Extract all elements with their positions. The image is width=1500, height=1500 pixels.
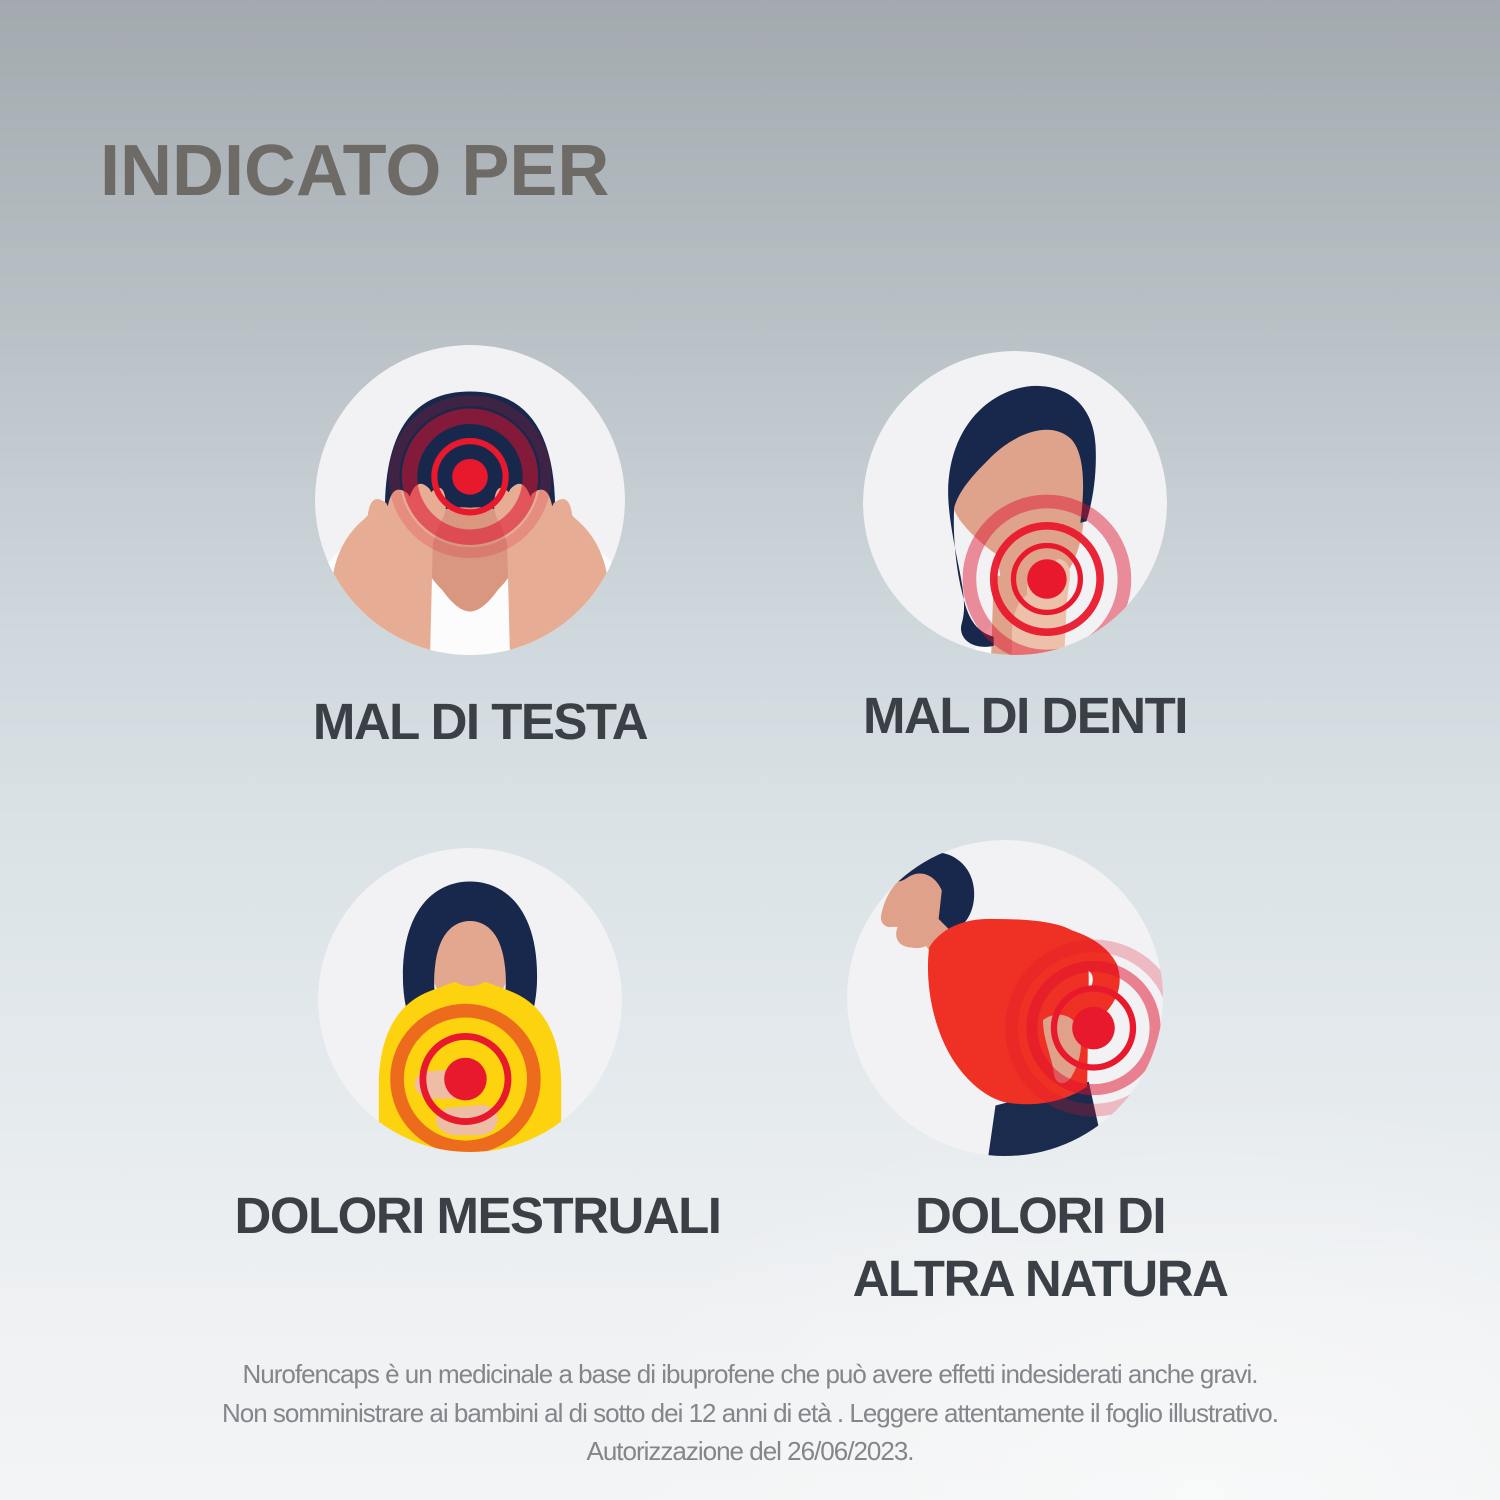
headache-person-icon (315, 345, 625, 655)
disclaimer-line-3: Autorizzazione del 26/06/2023. (586, 1436, 914, 1466)
pain-target-icon (962, 494, 1132, 655)
disclaimer-line-2: Non somministrare ai bambini al di sotto… (222, 1397, 1279, 1428)
toothache-woman-icon (863, 351, 1167, 655)
label-dolori-di-altra-natura: DOLORI DI ALTRA NATURA (835, 1184, 1245, 1310)
page-title: INDICATO PER (100, 131, 610, 211)
card-mal-di-denti (863, 351, 1167, 655)
menstrual-pain-woman-icon (318, 848, 622, 1152)
hair-shape (891, 852, 975, 932)
pain-target-icon (1005, 939, 1163, 1117)
pain-target-icon (388, 395, 552, 559)
torso-shape (927, 918, 1089, 1105)
disclaimer-line-1: Nurofencaps è un medicinale a base di ib… (242, 1359, 1258, 1389)
card-dolori-di-altra-natura (847, 840, 1163, 1156)
legal-disclaimer: Nurofencaps è un medicinale a base di ib… (0, 1355, 1500, 1471)
pain-target-icon (390, 1003, 541, 1152)
label-line-1: DOLORI DI (915, 1187, 1167, 1244)
card-dolori-mestruali (318, 848, 622, 1152)
label-mal-di-testa: MAL DI TESTA (312, 693, 649, 750)
back-pain-man-icon (847, 840, 1163, 1156)
label-mal-di-denti: MAL DI DENTI (863, 687, 1188, 744)
hair-shape (948, 385, 1096, 647)
label-dolori-mestruali: DOLORI MESTRUALI (234, 1187, 722, 1244)
card-mal-di-testa (315, 345, 625, 655)
face-shape (880, 869, 942, 949)
label-line-2: ALTRA NATURA (852, 1250, 1229, 1307)
